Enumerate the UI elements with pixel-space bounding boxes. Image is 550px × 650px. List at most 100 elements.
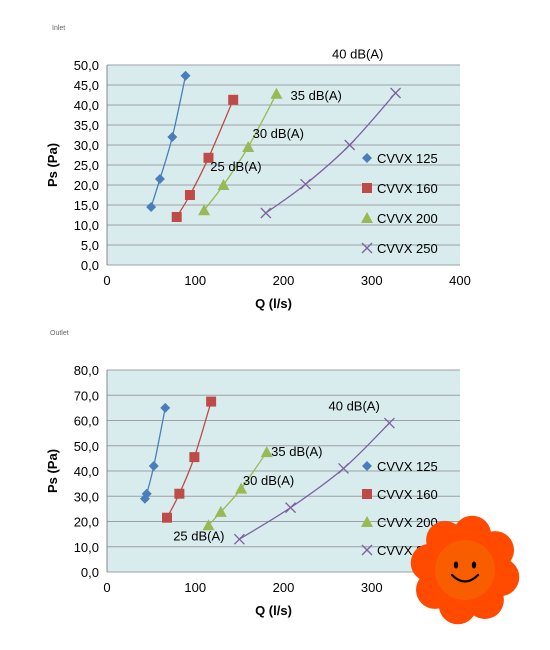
legend-marker	[361, 516, 373, 527]
series-cvvx-250	[260, 87, 402, 219]
y-tick-label: 10,0	[74, 218, 99, 233]
series-line	[166, 401, 212, 519]
inlet-title: Inlet	[52, 25, 66, 32]
series-line	[239, 422, 390, 540]
y-tick-label: 40,0	[74, 464, 99, 479]
data-point	[260, 207, 272, 219]
db-annotation: 30 dB(A)	[243, 473, 294, 488]
y-tick-label: 35,0	[74, 118, 99, 133]
y-tick-label: 15,0	[74, 198, 99, 213]
data-point	[390, 87, 402, 99]
data-point	[214, 505, 227, 517]
x-tick-label: 100	[184, 273, 206, 288]
y-tick-label: 45,0	[74, 78, 99, 93]
series-line	[203, 93, 278, 211]
inlet-chart: 0,0 5,0 10,0 15,0 20,0 25,0 30,0 35,0 40,0 45,0 50…	[45, 47, 471, 311]
y-tick-label: 25,0	[74, 158, 99, 173]
db-annotation: 25 dB(A)	[173, 528, 224, 543]
series-line	[265, 92, 397, 214]
data-point	[203, 152, 214, 163]
data-point	[260, 446, 273, 458]
legend-marker	[362, 461, 372, 471]
data-point	[300, 178, 312, 190]
y-tick-label: 60,0	[74, 414, 99, 429]
series-cvvx-250	[233, 417, 395, 545]
db-annotation: 35 dB(A)	[291, 88, 342, 103]
y-tick-label: 50,0	[74, 439, 99, 454]
data-point	[141, 488, 152, 499]
x-axis-label: Q (l/s)	[255, 296, 292, 311]
series-cvvx-160	[162, 396, 217, 523]
flower-center	[435, 540, 495, 600]
data-point	[228, 94, 239, 105]
y-tick-label: 0,0	[81, 258, 99, 273]
x-axis-label: Q (l/s)	[255, 603, 292, 618]
data-point	[162, 512, 173, 523]
series-cvvx-125	[139, 402, 171, 504]
legend-marker	[361, 212, 373, 223]
data-point	[189, 452, 200, 463]
legend-marker	[362, 153, 372, 163]
y-axis-label: Ps (Pa)	[45, 449, 60, 493]
legend-label: CVVX 200	[377, 211, 438, 226]
data-point	[160, 402, 171, 413]
x-tick-label: 200	[273, 273, 295, 288]
series-line	[208, 451, 268, 526]
flower-eye	[453, 561, 459, 569]
legend-label: CVVX 160	[377, 487, 438, 502]
data-point	[198, 204, 211, 216]
y-tick-label: 10,0	[74, 540, 99, 555]
db-annotation: 30 dB(A)	[253, 126, 304, 141]
legend-label: CVVX 160	[377, 181, 438, 196]
data-point	[233, 533, 245, 545]
db-annotation: 40 dB(A)	[332, 47, 383, 62]
data-point	[383, 417, 395, 429]
outlet-chart: 0,0 10,0 20,0 30,0 40,0 50,0 60,0 70,0 80,0 0 100 2…	[45, 363, 460, 618]
series-line	[176, 99, 234, 218]
series-cvvx-200	[198, 87, 283, 216]
data-point	[235, 482, 248, 494]
data-point	[148, 460, 159, 471]
db-annotation: 25 dB(A)	[210, 159, 261, 174]
y-tick-label: 40,0	[74, 98, 99, 113]
y-tick-label: 50,0	[74, 58, 99, 73]
y-tick-label: 5,0	[81, 238, 99, 253]
y-tick-label: 20,0	[74, 178, 99, 193]
series-cvvx-125	[146, 70, 191, 212]
legend-label: CVVX 250	[377, 241, 438, 256]
x-tick-label: 300	[361, 273, 383, 288]
y-tick-label: 30,0	[74, 489, 99, 504]
x-tick-label: 0	[103, 273, 110, 288]
x-tick-label: 0	[103, 580, 110, 595]
outlet-title: Outlet	[50, 330, 69, 337]
legend-marker	[362, 183, 372, 193]
x-tick-label: 400	[449, 273, 471, 288]
data-point	[242, 141, 255, 152]
flower-smile	[450, 573, 480, 583]
x-tick-label: 300	[361, 580, 383, 595]
db-annotation: 35 dB(A)	[271, 444, 322, 459]
series-cvvx-160	[171, 94, 239, 222]
smiley-flower-sticker	[410, 515, 520, 625]
y-tick-label: 0,0	[81, 565, 99, 580]
data-point	[174, 488, 185, 499]
legend-label: CVVX 200	[377, 515, 438, 530]
data-point	[270, 87, 283, 99]
data-point	[206, 396, 217, 407]
data-point	[167, 132, 178, 142]
series-cvvx-200	[202, 446, 273, 531]
data-point	[184, 190, 195, 200]
db-annotation: 40 dB(A)	[329, 398, 380, 413]
x-tick-label: 100	[184, 580, 206, 595]
data-point	[217, 179, 230, 190]
series-line	[150, 75, 187, 208]
flower-eye	[471, 561, 477, 569]
data-point	[154, 174, 165, 184]
y-axis-label: Ps (Pa)	[45, 143, 60, 187]
data-point	[344, 139, 356, 151]
legend-marker	[361, 242, 373, 254]
data-point	[180, 70, 191, 81]
x-tick-label: 200	[273, 580, 295, 595]
y-tick-label: 30,0	[74, 138, 99, 153]
legend-marker	[362, 489, 372, 499]
